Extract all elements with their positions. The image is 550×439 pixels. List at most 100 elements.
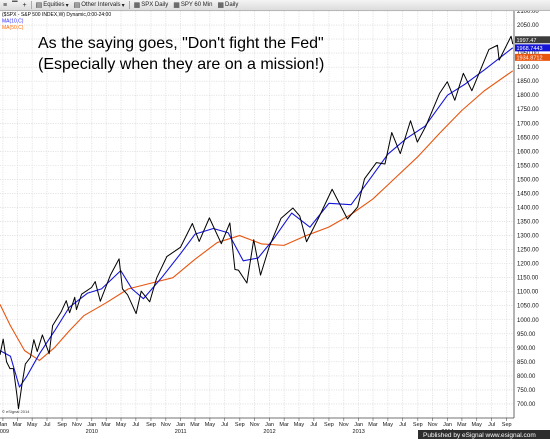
daily-icon: ▦ — [217, 1, 225, 9]
toolbar-label: Other Intervals — [81, 2, 121, 8]
x-tick-label: Mar — [101, 422, 111, 428]
x-tick-label: May — [383, 422, 394, 428]
y-tick-label: 1400.00 — [517, 205, 539, 211]
x-tick-label: May — [294, 422, 305, 428]
ma10-line — [0, 47, 514, 388]
toolbar-button-chart-type[interactable]: ▔ — [11, 1, 18, 10]
x-year-label: 2009 — [0, 429, 9, 435]
spx-weekly-chart: 700.00 750.00 800.00 850.00 900.00 950.00 1000… — [0, 11, 550, 439]
other-intervals-icon: ▤ — [73, 1, 81, 9]
y-tick-label: 1350.00 — [517, 220, 539, 226]
x-tick-label: Mar — [190, 422, 200, 428]
study-info-line: ($SPX - S&P 500 INDEX,W) Dynamic,0:00-24… — [2, 12, 111, 18]
spx-price-line — [0, 35, 514, 410]
x-tick-label: Sep — [146, 422, 156, 428]
toolbar-button-spx-daily[interactable]: ▦ SPX Daily — [133, 1, 170, 10]
last-value-tag — [515, 36, 550, 44]
x-tick-label: Nov — [161, 422, 171, 428]
x-tick-label: Mar — [279, 422, 289, 428]
x-tick-label: Sep — [502, 422, 512, 428]
esignal-watermark: © eSignal 2014 — [2, 409, 30, 414]
ma50-line — [0, 70, 514, 362]
y-tick-label: 1100.00 — [517, 290, 539, 296]
y-tick-label: 700.00 — [517, 402, 536, 408]
y-tick-label: 900.00 — [517, 346, 536, 352]
x-tick-label: Jul — [488, 422, 495, 428]
series-layer — [0, 35, 514, 410]
toolbar-button-other-intervals[interactable]: ▤ Other Intervals ▾ — [73, 1, 126, 10]
x-tick-label: Sep — [57, 422, 67, 428]
x-tick-label: Nov — [250, 422, 260, 428]
y-tick-label: 1550.00 — [517, 163, 539, 169]
last-value-tag — [515, 53, 550, 61]
x-year-label: 2011 — [175, 429, 187, 435]
last-value-tag — [515, 44, 550, 52]
study-info-line: MA(50,C) — [2, 25, 24, 31]
study-info-line: MA(10,C) — [2, 19, 24, 25]
x-tick-label: Jul — [310, 422, 317, 428]
x-tick-label: May — [472, 422, 483, 428]
headline-line: As the saying goes, "Don't fight the Fed… — [38, 35, 324, 52]
grid — [0, 11, 514, 418]
y-tick-label: 1450.00 — [517, 191, 539, 197]
toolbar-button-equities[interactable]: ▤ Equities ▾ — [35, 1, 70, 10]
x-tick-label: Mar — [368, 422, 378, 428]
spy-60min-icon: ▦ — [173, 1, 180, 9]
toolbar-button-spy-60min[interactable]: ▦ SPY 60 Min — [172, 1, 213, 10]
equities-icon: ▤ — [35, 1, 43, 9]
last-value-tags: 1997.47 1968.7443 1934.8712 — [515, 36, 550, 61]
chart-background — [0, 11, 550, 439]
y-tick-label: 1250.00 — [517, 248, 539, 254]
x-tick-label: Jul — [132, 422, 139, 428]
y-tick-label: 1850.00 — [517, 79, 539, 85]
x-tick-label: May — [116, 422, 127, 428]
y-tick-label: 1900.00 — [517, 65, 539, 71]
y-tick-label: 850.00 — [517, 360, 536, 366]
x-tick-label: Jan — [0, 422, 7, 428]
toolbar-label: SPY 60 Min — [180, 2, 213, 8]
y-tick-label: 1000.00 — [517, 318, 539, 324]
x-tick-label: Sep — [413, 422, 423, 428]
spx-daily-icon: ▦ — [133, 1, 141, 9]
y-tick-label: 1800.00 — [517, 93, 539, 99]
toolbar-button-daily[interactable]: ▦ Daily — [216, 1, 239, 10]
toolbar-label: Daily — [225, 2, 239, 8]
last-value-label: 1934.8712 — [517, 55, 543, 61]
study-info: ($SPX - S&P 500 INDEX,W) Dynamic,0:00-24… — [2, 12, 111, 31]
y-tick-label: 800.00 — [517, 374, 536, 380]
x-tick-label: Mar — [13, 422, 23, 428]
last-value-label: 1968.7443 — [517, 46, 543, 52]
toolbar-button-plus[interactable]: + — [21, 1, 27, 10]
y-tick-label: 1200.00 — [517, 262, 539, 268]
y-tick-label: 1600.00 — [517, 149, 539, 155]
x-tick-label: May — [27, 422, 38, 428]
y-tick-label: 1050.00 — [517, 304, 539, 310]
bars-icon: ≡ — [3, 1, 8, 9]
chart-toolbar: ≡ ▔ + ▤ Equities ▾ ▤ Other Intervals ▾ ▦ SPX Daily… — [0, 0, 550, 11]
y-tick-label: 1150.00 — [517, 276, 539, 282]
chevron-down-icon: ▾ — [121, 2, 125, 9]
chevron-down-icon: ▾ — [65, 2, 69, 9]
x-year-label: 2010 — [86, 429, 98, 435]
y-tick-label: 2100.00 — [517, 11, 539, 15]
toolbar-separator — [128, 1, 130, 9]
y-tick-label: 2050.00 — [517, 23, 539, 29]
x-tick-label: Nov — [72, 422, 82, 428]
x-tick-label: Nov — [428, 422, 438, 428]
footer-background — [418, 430, 550, 439]
y-tick-label: 750.00 — [517, 388, 536, 394]
toolbar-separator — [30, 1, 32, 9]
x-tick-label: Jan — [176, 422, 185, 428]
chart-area: 700.00 750.00 800.00 850.00 900.00 950.00 1000… — [0, 11, 550, 439]
headline-annotation: As the saying goes, "Don't fight the Fed… — [38, 35, 324, 73]
x-tick-label: Jul — [43, 422, 50, 428]
x-tick-label: May — [205, 422, 216, 428]
x-tick-label: Nov — [339, 422, 349, 428]
toolbar-button-bars[interactable]: ≡ — [2, 1, 8, 10]
x-tick-label: Jul — [221, 422, 228, 428]
y-tick-label: 1300.00 — [517, 234, 539, 240]
y-tick-label: 1500.00 — [517, 177, 539, 183]
x-year-label: 2013 — [353, 429, 365, 435]
y-tick-label: 1700.00 — [517, 121, 539, 127]
y-tick-label: 950.00 — [517, 332, 536, 338]
